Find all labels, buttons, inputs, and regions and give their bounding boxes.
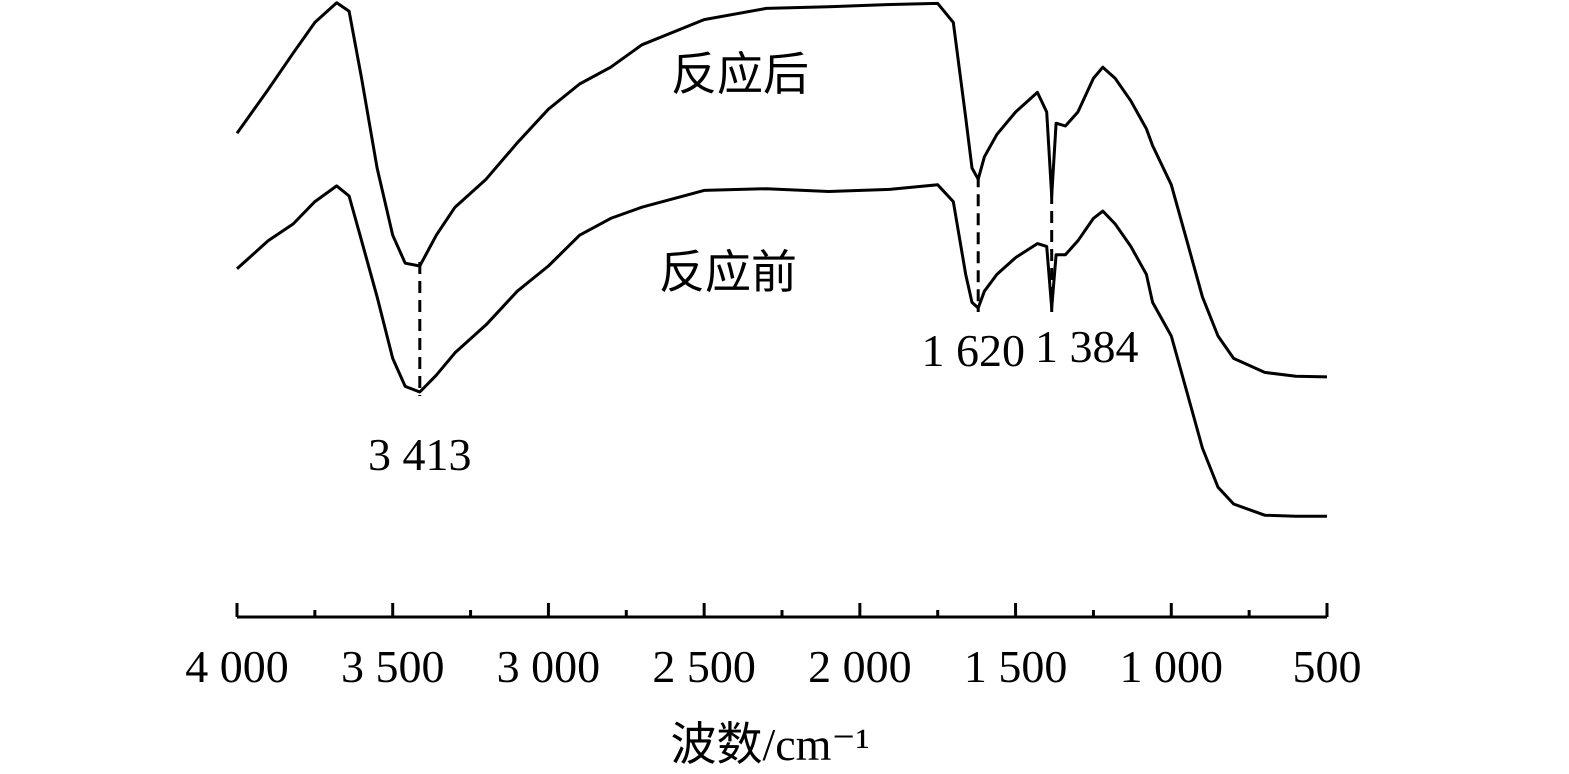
series-label-2: 反应前 (659, 247, 797, 298)
peak-label-1: 3 413 (368, 429, 472, 480)
x-tick-label: 500 (1293, 641, 1362, 692)
x-tick-label: 2 500 (652, 641, 756, 692)
x-tick-label: 2 000 (808, 641, 912, 692)
x-axis: 4 000 3 500 3 000 2 500 2 000 1 500 1 000 500 (185, 603, 1362, 692)
series-line-1 (235, 1, 1328, 379)
x-tick-label: 3 000 (497, 641, 601, 692)
series-label-1: 反应后 (671, 49, 809, 100)
series-line-2 (235, 183, 1327, 518)
x-tick-label: 4 000 (185, 641, 289, 692)
peak-guide-lines (418, 175, 1054, 396)
x-tick-label: 3 500 (341, 641, 445, 692)
peak-labels: 3 413 1 620 1 384 (368, 321, 1138, 480)
peak-label-3: 1 384 (1035, 321, 1139, 372)
spectrum-curves (235, 1, 1328, 518)
peak-label-2: 1 620 (921, 325, 1025, 376)
x-tick-label: 1 000 (1120, 641, 1224, 692)
x-axis-title: 波数/cm⁻¹ (670, 719, 869, 770)
x-tick-label: 1 500 (964, 641, 1068, 692)
